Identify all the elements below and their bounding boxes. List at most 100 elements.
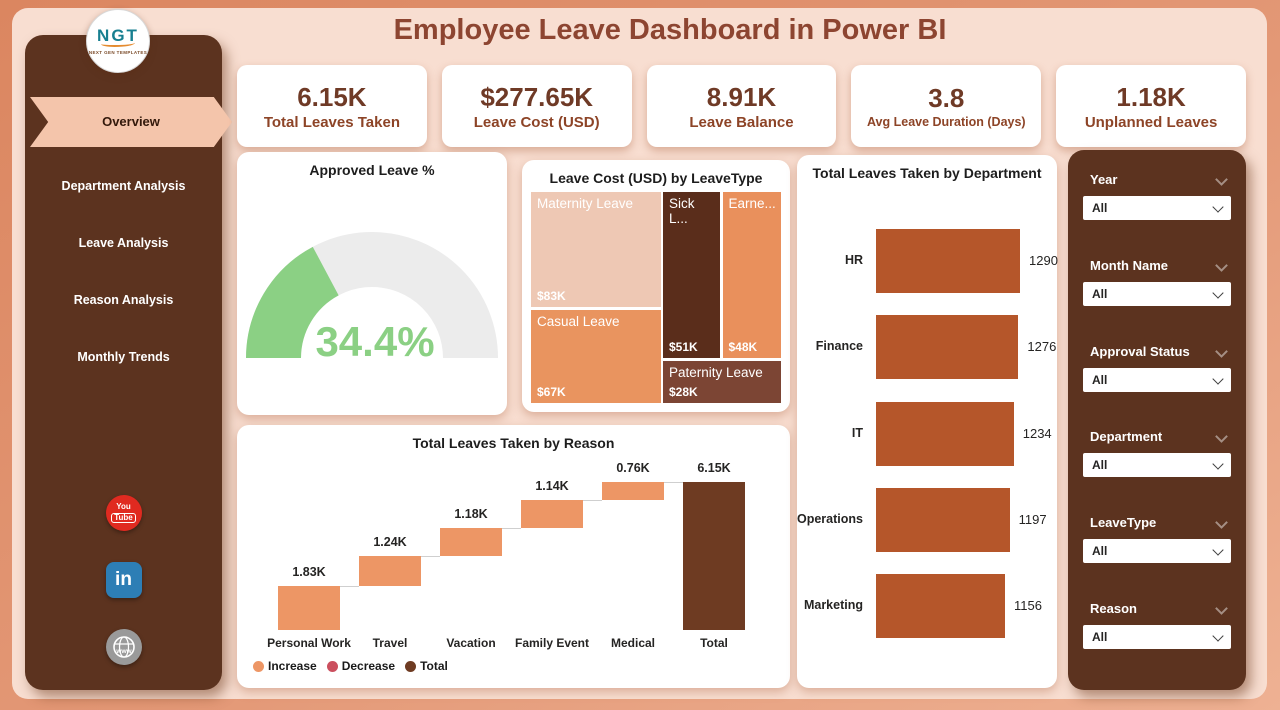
slicer-dropdown-year[interactable]: All: [1083, 196, 1231, 220]
kpi-row: 6.15K Total Leaves Taken $277.65K Leave Cos…: [237, 65, 1246, 147]
waterfall-value-label: 0.76K: [616, 461, 650, 475]
treemap-node-label: Maternity Leave: [537, 196, 634, 211]
gauge-value-label: 34.4%: [315, 318, 434, 365]
kpi-value: 3.8: [928, 83, 965, 113]
linkedin-icon[interactable]: in: [105, 562, 142, 598]
kpi-card-leave-cost-usd: $277.65K Leave Cost (USD): [441, 65, 632, 147]
sidebar: Overview Department Analysis Leave Analysi…: [25, 35, 232, 690]
slicer-dropdown-approval-status[interactable]: All: [1083, 368, 1231, 392]
treemap-node-maternity-leave[interactable]: Maternity Leave $83K: [531, 192, 661, 307]
treemap-title: Leave Cost (USD) by LeaveType: [549, 170, 763, 186]
svg-text:www: www: [115, 648, 132, 655]
slicer-collapse-chevron-icon[interactable]: [1215, 345, 1228, 358]
gauge-svg: 34.4%: [246, 232, 498, 365]
waterfall-value-label: 1.14K: [535, 479, 569, 494]
slicer-dropdown-chevron-icon[interactable]: [1212, 543, 1224, 556]
legend-label: Total: [420, 659, 448, 673]
waterfall-category-label: Travel: [372, 636, 408, 650]
bar-operations[interactable]: [876, 487, 1010, 552]
youtube-icon-text-you: You: [116, 502, 131, 511]
legend-dot-increase: [253, 660, 264, 672]
treemap-node-value: $51K: [669, 340, 698, 355]
kpi-card-leave-balance: 8.91K Leave Balance: [646, 65, 837, 147]
slicer-dropdown-chevron-icon[interactable]: [1212, 200, 1224, 213]
website-globe-icon[interactable]: www: [105, 629, 142, 665]
waterfall-bar-family-event[interactable]: [521, 500, 583, 528]
slicer-collapse-chevron-icon[interactable]: [1215, 173, 1228, 186]
kpi-card-avg-leave-duration-days: 3.8 Avg Leave Duration (Days): [851, 65, 1042, 147]
slicer-collapse-chevron-icon[interactable]: [1215, 602, 1228, 615]
slicer-collapse-chevron-icon[interactable]: [1215, 259, 1228, 272]
waterfall-bar-travel[interactable]: [359, 556, 421, 586]
page-title: Employee Leave Dashboard in Power BI: [393, 14, 947, 46]
kpi-value: 1.18K: [1116, 81, 1186, 112]
slicer-collapse-chevron-icon[interactable]: [1215, 430, 1228, 443]
waterfall-title: Total Leaves Taken by Reason: [412, 435, 615, 451]
bar-marketing[interactable]: [876, 574, 1006, 639]
waterfall-bar-personal-work[interactable]: [278, 585, 340, 630]
kpi-label: Total Leaves Taken: [263, 113, 400, 131]
slicer-dropdown-leavetype[interactable]: All: [1083, 539, 1231, 563]
bar-it[interactable]: [876, 401, 1014, 466]
waterfall-bar-medical[interactable]: [602, 482, 664, 501]
youtube-icon-text-tube: Tube: [111, 512, 136, 523]
treemap-node-paternity-leave[interactable]: Paternity Leave $28K: [663, 360, 781, 403]
slicer-label: Department: [1090, 429, 1163, 444]
slicer-selected-value: All: [1092, 201, 1108, 215]
treemap-node-label: Casual Leave: [537, 313, 620, 329]
legend-item-increase: Increase: [253, 659, 317, 673]
sidebar-item-leave-analysis[interactable]: Leave Analysis: [78, 236, 169, 250]
waterfall-value-label: 6.15K: [697, 461, 731, 475]
social-links: You Tube in www: [25, 495, 222, 665]
slicer-label: Reason: [1090, 601, 1137, 616]
slicer-dropdown-reason[interactable]: All: [1083, 625, 1231, 649]
waterfall-category-label: Family Event: [514, 636, 590, 650]
waterfall-value-label: 1.83K: [292, 564, 326, 579]
bar-finance[interactable]: [876, 315, 1019, 380]
treemap-node-casual-leave[interactable]: Casual Leave $67K: [531, 309, 661, 403]
slicer-dropdown-chevron-icon[interactable]: [1212, 629, 1224, 642]
slicer-dropdown-month-name[interactable]: All: [1083, 282, 1231, 306]
kpi-value: 8.91K: [706, 81, 777, 112]
sidebar-item-monthly-trends[interactable]: Monthly Trends: [77, 350, 170, 364]
bar-category-label-operations: Operations: [797, 511, 863, 526]
slicer-label: Month Name: [1090, 258, 1168, 273]
kpi-value: 6.15K: [297, 81, 367, 112]
waterfall-card: Total Leaves Taken by Reason 1.83K Person…: [237, 425, 790, 688]
slicer-selected-value: All: [1092, 544, 1108, 558]
waterfall-bar-vacation[interactable]: [440, 527, 502, 557]
slicer-label: Approval Status: [1090, 344, 1190, 359]
legend-dot-total: [405, 660, 417, 672]
slicer-collapse-chevron-icon[interactable]: [1215, 516, 1228, 529]
kpi-value: $277.65K: [480, 81, 594, 112]
treemap-node-label: Earne...: [728, 196, 776, 211]
legend-dot-decrease: [326, 660, 338, 672]
kpi-label: Leave Balance: [689, 113, 794, 131]
treemap-node-earne[interactable]: Earne... $48K: [722, 192, 781, 359]
leave-cost-treemap: Maternity Leave $83K Casual Leave $67K Sick …: [531, 192, 781, 403]
legend-item-total: Total: [405, 659, 448, 673]
ngt-logo: NGT NEXT GEN TEMPLATES: [86, 9, 150, 73]
treemap-node-sick-l[interactable]: Sick L... $51K: [663, 192, 721, 359]
waterfall-connector: [421, 556, 440, 558]
kpi-card-unplanned-leaves: 1.18K Unplanned Leaves: [1056, 65, 1246, 147]
slicer-dropdown-chevron-icon[interactable]: [1212, 457, 1224, 470]
bar-hr[interactable]: [876, 229, 1020, 293]
treemap-node-value: $28K: [669, 384, 698, 399]
slicer-dropdown-department[interactable]: All: [1083, 453, 1231, 477]
kpi-label: Unplanned Leaves: [1084, 113, 1218, 131]
sidebar-item-reason-analysis[interactable]: Reason Analysis: [73, 293, 174, 307]
kpi-card-total-leaves-taken: 6.15K Total Leaves Taken: [237, 65, 427, 147]
youtube-icon[interactable]: You Tube: [105, 495, 142, 531]
sidebar-item-overview[interactable]: Overview: [30, 97, 232, 147]
treemap-node-value: $67K: [537, 384, 566, 399]
waterfall-bar-total[interactable]: [683, 482, 745, 630]
waterfall-legend: Increase Decrease Total: [253, 659, 448, 673]
sidebar-item-department-analysis[interactable]: Department Analysis: [61, 179, 186, 193]
bar-value-label: 1197: [1018, 511, 1047, 527]
slicer-selected-value: All: [1092, 373, 1108, 387]
slicer-dropdown-chevron-icon[interactable]: [1212, 372, 1224, 385]
slicer-dropdown-chevron-icon[interactable]: [1212, 286, 1224, 299]
waterfall-category-label: Medical: [610, 636, 655, 650]
waterfall-connector: [664, 482, 683, 483]
